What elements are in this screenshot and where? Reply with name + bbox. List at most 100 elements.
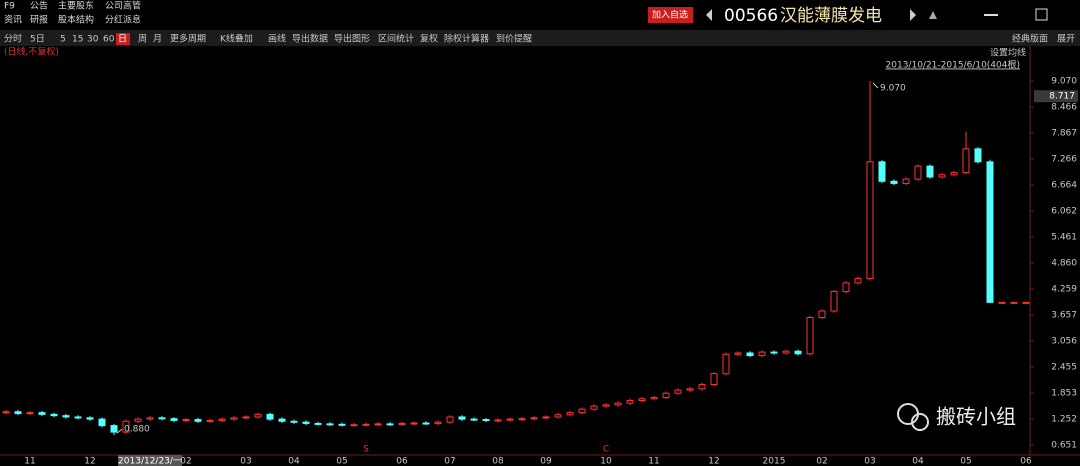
toolbar-item[interactable]: 区间统计 bbox=[378, 33, 414, 45]
toolbar-item[interactable]: 导出数据 bbox=[292, 33, 328, 45]
candle-body bbox=[830, 291, 838, 312]
toolbar-item[interactable]: 到价提醒 bbox=[496, 33, 532, 45]
add-button[interactable]: 加入自选 bbox=[652, 9, 688, 21]
alert-icon[interactable] bbox=[929, 11, 937, 19]
menu-item[interactable]: 公司高管 bbox=[105, 0, 141, 12]
y-tick-label: 1.252 bbox=[1051, 415, 1077, 425]
candle-body bbox=[842, 282, 850, 293]
min-label: 0.880 bbox=[124, 425, 150, 435]
candle-body bbox=[302, 421, 310, 424]
x-tick-label: 02 bbox=[180, 457, 191, 466]
x-tick-label: 10 bbox=[600, 457, 612, 466]
maximize[interactable] bbox=[1035, 8, 1048, 21]
candle-body bbox=[26, 412, 34, 415]
prev-arrow[interactable] bbox=[706, 9, 712, 21]
event-marker: S bbox=[363, 445, 369, 455]
x-tick-label: 04 bbox=[288, 457, 300, 466]
candle-body bbox=[686, 388, 694, 391]
candle-body bbox=[458, 416, 466, 420]
price-marker-bg bbox=[1034, 90, 1078, 103]
candle-body bbox=[950, 172, 958, 176]
menu-item[interactable]: 主要股东 bbox=[58, 0, 94, 12]
toolbar-item[interactable]: 除权计算器 bbox=[444, 33, 489, 45]
x-tick-label: 03 bbox=[864, 457, 875, 466]
candle-body bbox=[194, 419, 202, 422]
candle-body bbox=[542, 416, 550, 419]
x-tick-label: 11 bbox=[24, 457, 35, 466]
y-tick-label: 6.062 bbox=[1051, 207, 1077, 217]
toolbar-item[interactable]: 30 bbox=[87, 35, 99, 45]
price-marker: 8.717 bbox=[1049, 92, 1075, 102]
candle-body bbox=[806, 316, 814, 355]
toolbar-item[interactable]: 5 bbox=[60, 35, 66, 45]
min-arrow bbox=[116, 428, 123, 434]
toolbar-item[interactable]: 60 bbox=[103, 35, 115, 45]
candle-body bbox=[638, 398, 646, 402]
toolbar-item[interactable]: 15 bbox=[72, 35, 83, 45]
toolbar-item[interactable]: 5日 bbox=[30, 34, 45, 45]
y-tick-label: 3.657 bbox=[1051, 311, 1077, 321]
x-tick-label: 03 bbox=[240, 457, 251, 466]
candle-body bbox=[362, 423, 370, 426]
candle-body bbox=[554, 414, 562, 418]
toolbar-item[interactable]: 经典版面 bbox=[1012, 33, 1048, 45]
x-tick-label: 06 bbox=[396, 457, 408, 466]
toolbar-item[interactable]: 月 bbox=[153, 34, 162, 45]
chart-subtitle: (日线,不复权) bbox=[4, 46, 59, 58]
candle-body bbox=[530, 417, 538, 420]
candle-body bbox=[386, 423, 394, 426]
candle-body bbox=[758, 351, 766, 357]
candle-body bbox=[518, 418, 526, 421]
candle-body bbox=[422, 422, 430, 425]
candle-body bbox=[2, 411, 10, 414]
candle-body bbox=[230, 417, 238, 420]
candle-body bbox=[602, 404, 610, 407]
watermark: 搬砖小组 bbox=[936, 405, 1016, 429]
y-tick-label: 0.651 bbox=[1051, 441, 1077, 451]
toolbar-item[interactable]: 周 bbox=[138, 34, 147, 45]
candle-body bbox=[410, 422, 418, 425]
menu-item[interactable]: 资讯 bbox=[4, 15, 22, 26]
candle-body bbox=[278, 418, 286, 422]
candle-body bbox=[110, 425, 118, 433]
candle-body bbox=[86, 417, 94, 420]
candle-body bbox=[170, 418, 178, 421]
toolbar-item[interactable]: K线叠加 bbox=[220, 33, 253, 45]
menu-item[interactable]: 研报 bbox=[30, 14, 48, 26]
candle-body bbox=[446, 416, 454, 423]
candle-body bbox=[242, 416, 250, 419]
y-tick-label: 3.056 bbox=[1051, 337, 1077, 347]
candle-body bbox=[14, 411, 22, 414]
candle-body bbox=[38, 412, 46, 415]
menu-item[interactable]: 股本结构 bbox=[58, 14, 94, 26]
next-arrow[interactable] bbox=[910, 9, 916, 21]
toolbar-item[interactable]: 分时 bbox=[4, 33, 22, 45]
candle-body bbox=[470, 418, 478, 421]
add-button-bg[interactable] bbox=[648, 7, 693, 23]
toolbar-item[interactable]: 更多周期 bbox=[170, 33, 206, 45]
toolbar-item[interactable]: 画线 bbox=[268, 33, 286, 45]
x-tick-label: 02 bbox=[816, 457, 827, 466]
x-tick-label: 12 bbox=[84, 457, 95, 466]
y-tick-label: 5.461 bbox=[1051, 233, 1077, 243]
event-marker: C bbox=[603, 445, 609, 455]
ma-setting[interactable]: 设置均线 bbox=[990, 47, 1026, 59]
y-tick-label: 4.259 bbox=[1051, 285, 1077, 295]
toolbar-item[interactable]: 复权 bbox=[420, 33, 438, 45]
wechat-icon bbox=[911, 413, 929, 431]
toolbar-item[interactable]: 导出图形 bbox=[334, 33, 370, 45]
toolbar-item[interactable]: 日 bbox=[118, 34, 127, 45]
toolbar-item[interactable]: 展开 bbox=[1057, 34, 1075, 45]
menu-item[interactable]: 分红派息 bbox=[105, 14, 141, 26]
menu-item[interactable]: F9 bbox=[4, 2, 15, 12]
x-tick-label: 05 bbox=[336, 457, 347, 466]
candle-body bbox=[674, 389, 682, 394]
candle-body bbox=[986, 161, 994, 303]
candle-body bbox=[434, 421, 442, 424]
candle-body bbox=[818, 310, 826, 318]
range-label: 2013/10/21-2015/6/10(404根) bbox=[886, 59, 1020, 71]
menu-item[interactable]: 公告 bbox=[30, 0, 48, 12]
candle-body bbox=[350, 424, 358, 427]
candle-body bbox=[206, 419, 214, 422]
